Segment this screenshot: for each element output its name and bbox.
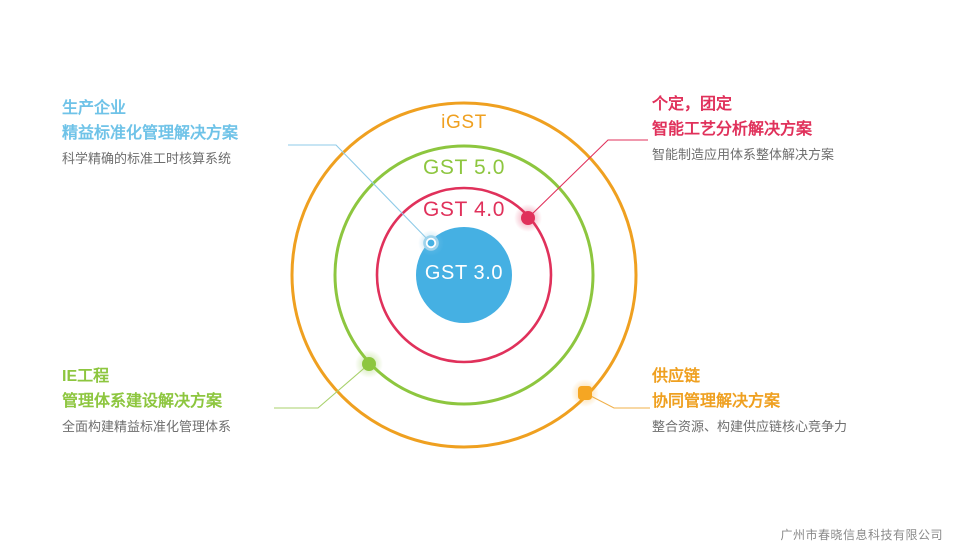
label-bottom-right-description: 整合资源、构建供应链核心竞争力 <box>652 419 848 434</box>
connector-line-top-left <box>288 144 432 244</box>
connector-dot-gst4[interactable] <box>521 211 535 225</box>
label-top-left: 生产企业 精益标准化管理解决方案 科学精确的标准工时核算系统 <box>62 97 238 171</box>
label-top-left-description: 科学精确的标准工时核算系统 <box>62 151 232 166</box>
label-bottom-left: IE工程 管理体系建设解决方案 全面构建精益标准化管理体系 <box>62 365 231 439</box>
footer-company-name: 广州市春晓信息科技有限公司 <box>780 528 943 542</box>
ring-igst <box>290 101 638 449</box>
label-top-left-title: 生产企业 <box>62 100 127 117</box>
label-bottom-left-description: 全面构建精益标准化管理体系 <box>62 419 232 434</box>
ring-gst4 <box>375 186 553 364</box>
label-bottom-right-title: 供应链 <box>652 368 701 385</box>
label-bottom-right: 供应链 协同管理解决方案 整合资源、构建供应链核心竞争力 <box>652 365 847 439</box>
label-top-left-subtitle: 精益标准化管理解决方案 <box>62 125 239 142</box>
connector-line-bottom-left <box>274 363 370 409</box>
label-bottom-left-subtitle: 管理体系建设解决方案 <box>62 393 223 410</box>
connector-line-top-right <box>527 139 648 219</box>
label-top-right-subtitle: 智能工艺分析解决方案 <box>652 121 813 138</box>
label-top-right-title: 个定，团定 <box>652 96 733 113</box>
label-bottom-left-title: IE工程 <box>62 368 110 385</box>
connector-dot-gst3-core <box>427 239 435 247</box>
connector-dot-igst[interactable] <box>578 386 592 400</box>
label-top-right-description: 智能制造应用体系整体解决方案 <box>652 147 835 162</box>
ring-gst5 <box>333 144 595 406</box>
label-bottom-right-subtitle: 协同管理解决方案 <box>652 393 781 410</box>
label-top-right: 个定，团定 智能工艺分析解决方案 智能制造应用体系整体解决方案 <box>652 93 834 167</box>
connector-dot-gst5[interactable] <box>362 357 376 371</box>
